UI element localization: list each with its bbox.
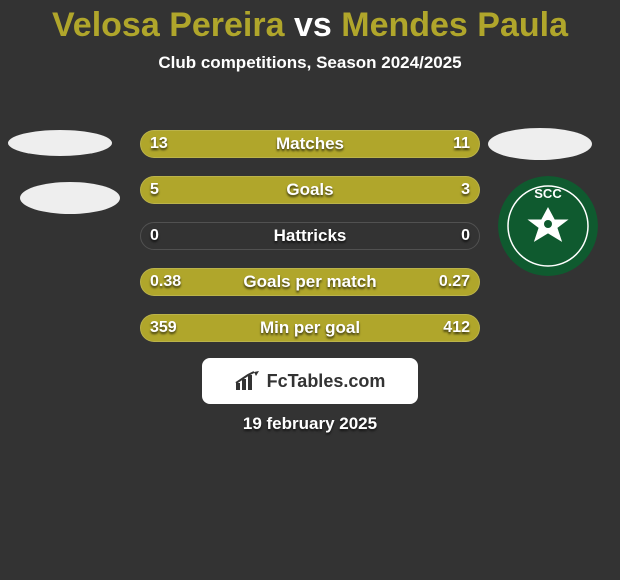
svg-text:SCC: SCC — [534, 186, 562, 201]
snapshot-date: 19 february 2025 — [0, 414, 620, 434]
club-badge: SCC — [498, 176, 598, 276]
logo-chart-icon — [235, 371, 261, 391]
stat-row-goals-per-match: 0.380.27Goals per match — [140, 268, 480, 296]
logo-text: FcTables.com — [267, 371, 386, 392]
stat-row-goals: 53Goals — [140, 176, 480, 204]
subtitle: Club competitions, Season 2024/2025 — [0, 53, 620, 73]
stat-label: Goals — [140, 176, 480, 204]
player2-badge-placeholder — [488, 128, 592, 160]
page-title: Velosa Pereira vs Mendes Paula — [0, 6, 620, 45]
stat-label: Hattricks — [140, 222, 480, 250]
player1-name: Velosa Pereira — [52, 6, 285, 44]
stats-bars: 1311Matches 53Goals 00Hattricks 0.380.27Goa… — [140, 130, 480, 360]
stat-row-hattricks: 00Hattricks — [140, 222, 480, 250]
player2-name: Mendes Paula — [341, 6, 568, 44]
title-vs: vs — [294, 6, 332, 44]
stat-label: Min per goal — [140, 314, 480, 342]
comparison-card: Velosa Pereira vs Mendes Paula Club comp… — [0, 6, 620, 73]
fctables-logo: FcTables.com — [202, 358, 418, 404]
stat-row-matches: 1311Matches — [140, 130, 480, 158]
player1-badge-placeholder-0 — [8, 130, 112, 156]
player1-badge-placeholder-1 — [20, 182, 120, 214]
club-badge-svg: SCC — [498, 176, 598, 276]
stat-label: Matches — [140, 130, 480, 158]
stat-row-min-per-goal: 359412Min per goal — [140, 314, 480, 342]
stat-label: Goals per match — [140, 268, 480, 296]
